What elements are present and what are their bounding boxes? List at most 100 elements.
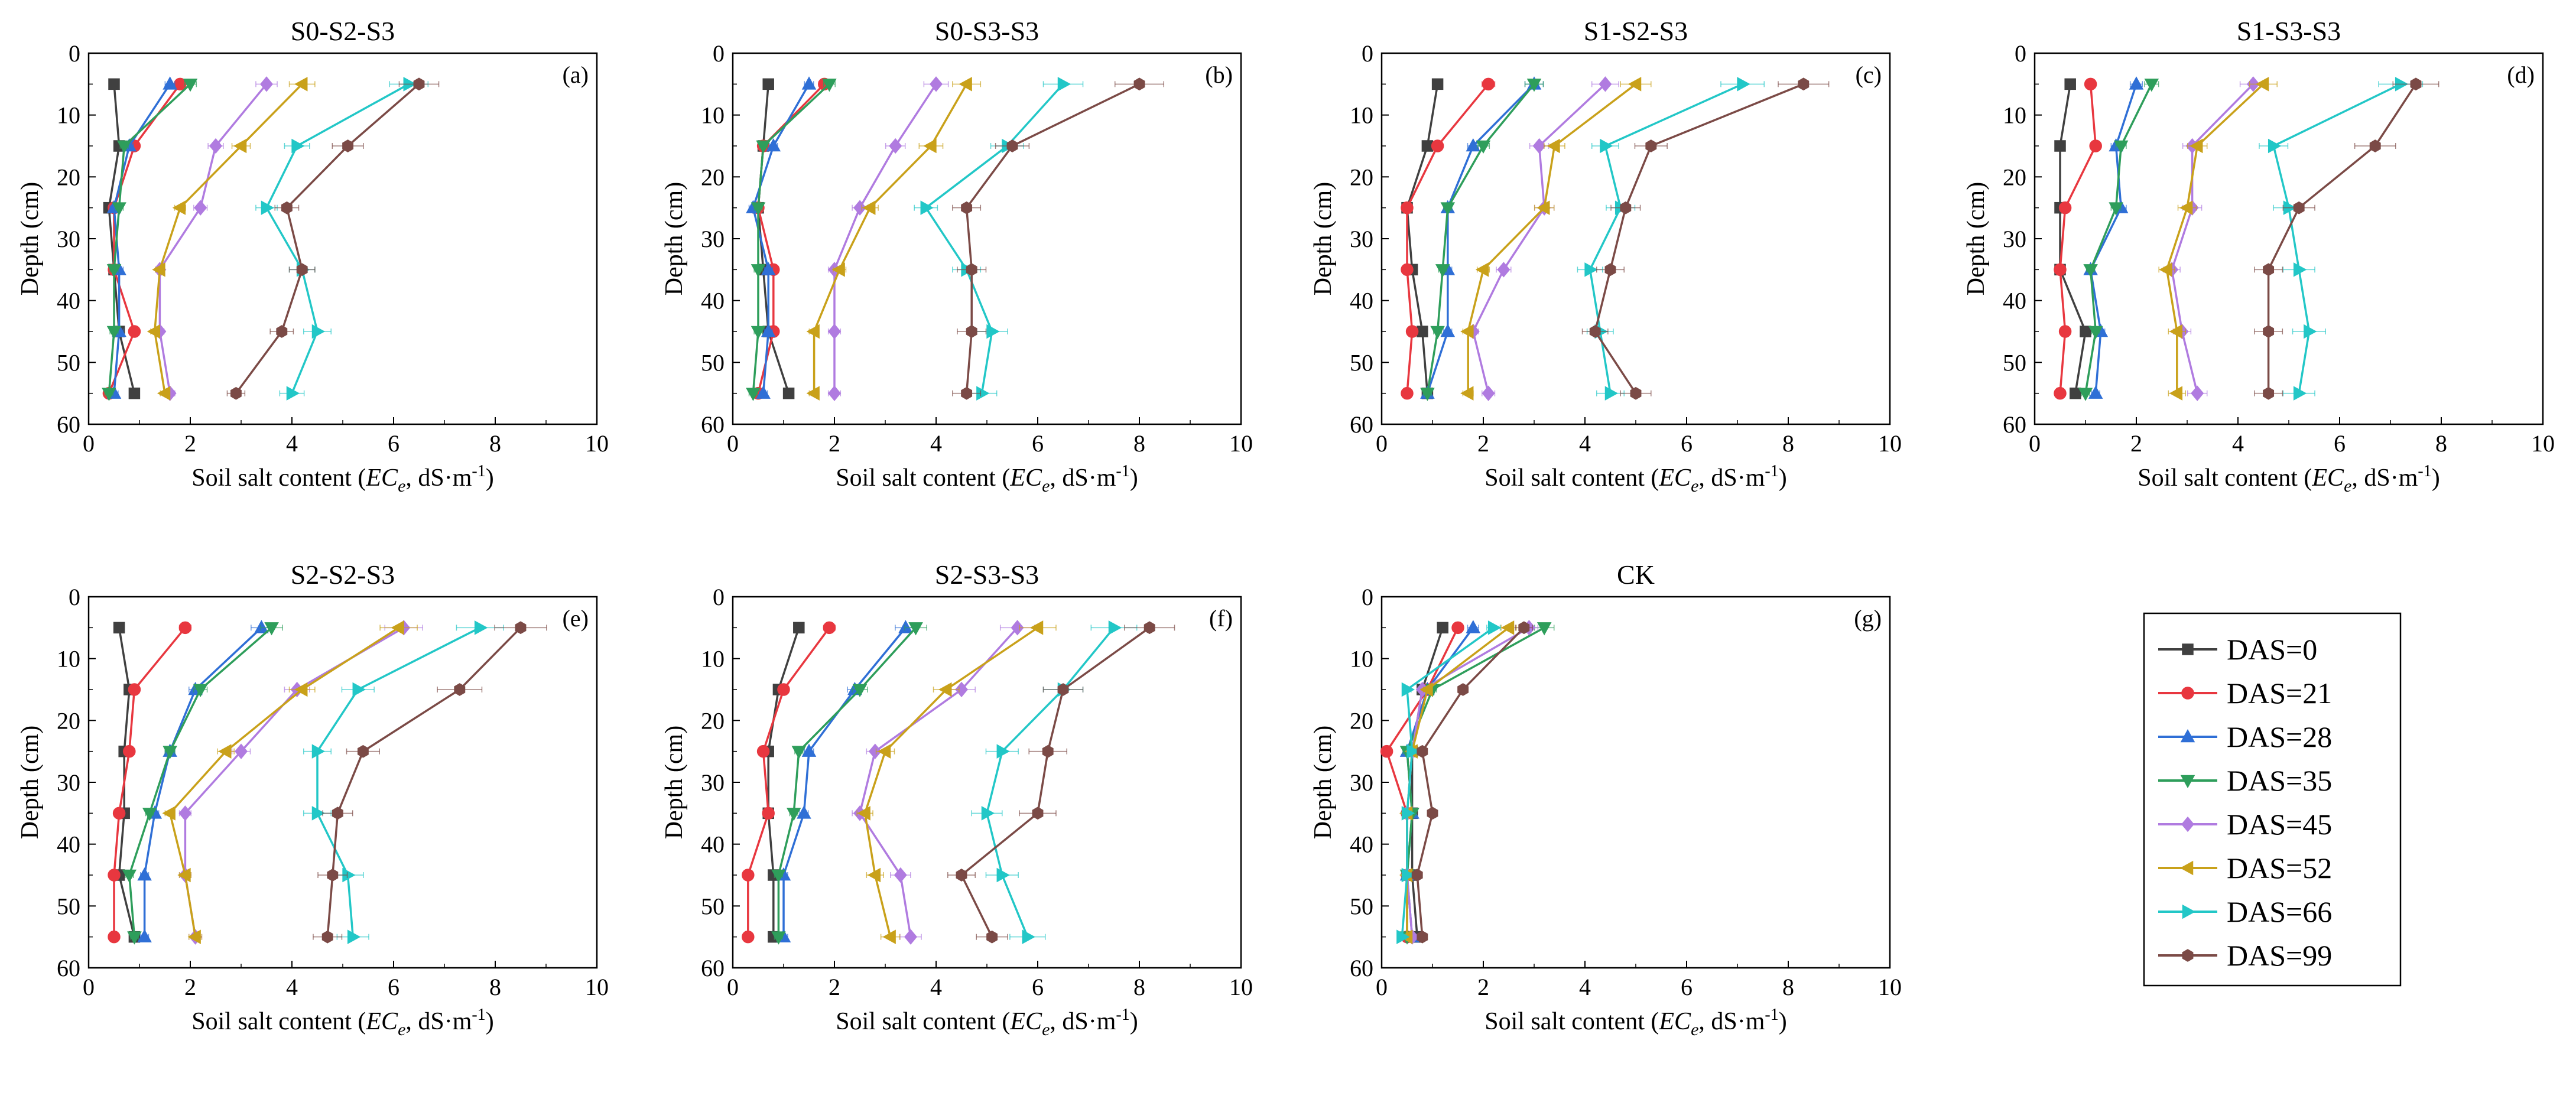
data-point	[177, 867, 191, 883]
panel-letter: (b)	[1205, 61, 1233, 88]
series-line	[813, 83, 968, 394]
series-line	[863, 626, 1038, 938]
legend-label: DAS=66	[2227, 895, 2332, 928]
data-point	[209, 138, 222, 154]
data-point	[877, 744, 891, 759]
x-tick-label: 2	[829, 430, 840, 457]
data-point	[791, 746, 807, 759]
y-tick-label: 50	[701, 349, 725, 376]
data-point	[923, 138, 937, 154]
data-point	[1406, 744, 1420, 759]
data-point	[1411, 869, 1423, 882]
series-line	[1406, 83, 1489, 394]
data-point	[102, 388, 116, 401]
y-tick-label: 10	[1350, 102, 1373, 129]
plot-frame	[2033, 52, 2544, 425]
data-point	[1419, 682, 1433, 697]
data-point	[1435, 264, 1450, 278]
data-point	[2113, 140, 2129, 154]
y-tick-label: 40	[1350, 288, 1373, 314]
data-point	[2083, 264, 2098, 278]
data-point	[128, 683, 141, 696]
data-point	[113, 622, 125, 634]
series-das-21	[1401, 77, 1496, 400]
data-point	[342, 139, 354, 152]
x-tick-label: 2	[1477, 974, 1489, 1000]
legend-label: DAS=52	[2227, 851, 2332, 885]
legend-entry: DAS=28	[2158, 720, 2332, 753]
data-point	[852, 684, 868, 698]
data-point	[956, 869, 967, 882]
series-das-21	[742, 621, 836, 944]
x-axis-label: Soil salt content (ECe, dS·m-1)	[836, 1006, 1138, 1039]
data-point	[2088, 326, 2103, 340]
x-tick-label: 10	[1878, 430, 1902, 457]
data-point	[1380, 744, 1393, 758]
series-line	[2267, 83, 2417, 394]
data-point	[291, 138, 305, 154]
data-point	[2263, 386, 2275, 400]
data-point	[2179, 200, 2193, 215]
series-das-99	[1411, 621, 1533, 944]
data-point	[264, 622, 279, 636]
x-tick-label: 2	[829, 974, 840, 1000]
y-axis-label: Depth (cm)	[1963, 182, 1990, 295]
series-line	[1471, 83, 1606, 394]
panel-f: S2-S3-S3 (f) 0 2 4 6 8 10 0 10 20 30 40 50 60 Soil salt…	[661, 560, 1253, 1039]
data-point	[756, 385, 771, 399]
data-point	[823, 621, 836, 635]
data-point	[955, 681, 968, 698]
data-point	[1628, 77, 1642, 92]
x-tick-label: 8	[2435, 430, 2447, 457]
legend-entry: DAS=21	[2158, 677, 2332, 710]
series-line	[833, 83, 937, 394]
data-point	[1547, 138, 1560, 154]
series-line	[113, 627, 186, 937]
x-axis-label: Soil salt content (ECe, dS·m-1)	[836, 462, 1138, 496]
series-das-35	[102, 79, 198, 401]
y-tick-label: 60	[2003, 411, 2026, 438]
data-point	[904, 929, 917, 945]
legend-entry: DAS=52	[2158, 851, 2332, 885]
data-point	[930, 76, 943, 92]
series-line	[1406, 627, 1474, 937]
series-line	[777, 627, 917, 937]
legend-marker	[2181, 816, 2194, 833]
data-point	[1437, 622, 1448, 634]
data-point	[1401, 682, 1415, 697]
data-point	[137, 929, 152, 942]
series-line	[1406, 626, 1510, 937]
data-point	[474, 620, 488, 635]
data-point	[162, 806, 176, 821]
series-das-52	[162, 620, 418, 944]
data-point	[2084, 77, 2097, 91]
legend-entry: DAS=45	[2158, 808, 2332, 841]
y-tick-label: 0	[69, 40, 80, 67]
legend-label: DAS=21	[2227, 677, 2332, 710]
data-point	[2089, 139, 2102, 152]
x-tick-label: 6	[1032, 974, 1044, 1000]
data-point	[260, 76, 273, 92]
y-tick-label: 40	[1350, 831, 1373, 858]
legend-marker	[2181, 687, 2194, 700]
y-tick-label: 20	[1350, 164, 1373, 190]
data-point	[1401, 201, 1414, 214]
panel-title: S0-S2-S3	[291, 16, 395, 46]
data-point	[959, 77, 972, 92]
data-point	[235, 743, 248, 759]
data-point	[108, 78, 120, 90]
data-point	[1798, 77, 1810, 91]
data-point	[751, 264, 766, 278]
y-tick-label: 30	[701, 769, 725, 796]
y-tick-label: 10	[701, 646, 725, 672]
series-das-52	[856, 620, 1057, 944]
panel-letter: (d)	[2507, 61, 2535, 88]
y-tick-label: 40	[701, 831, 725, 858]
series-line	[1406, 84, 1439, 394]
data-point	[2369, 139, 2381, 152]
data-point	[1476, 140, 1491, 154]
legend-label: DAS=45	[2227, 808, 2332, 841]
data-point	[2159, 262, 2172, 277]
data-point	[294, 77, 308, 92]
panel-title: CK	[1617, 560, 1655, 590]
